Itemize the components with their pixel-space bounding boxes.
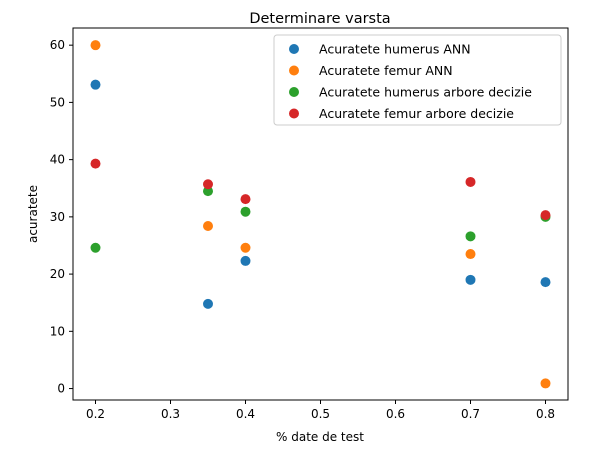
- data-point: [90, 158, 101, 169]
- data-points: [90, 40, 551, 389]
- y-tick-label: 10: [50, 324, 65, 338]
- data-point: [90, 242, 101, 253]
- legend-marker: [289, 87, 299, 97]
- y-axis: 0 10 20 30 40 50 60: [50, 38, 73, 396]
- data-point: [540, 378, 551, 389]
- data-point: [203, 221, 213, 232]
- data-point: [240, 194, 251, 205]
- x-axis: 0.2 0.3 0.4 0.5 0.6 0.7 0.8: [86, 400, 555, 421]
- data-point: [465, 231, 476, 242]
- y-tick-label: 0: [57, 382, 65, 396]
- data-point: [240, 255, 251, 266]
- y-tick-label: 60: [50, 38, 65, 52]
- legend-label: Acuratete femur ANN: [319, 63, 453, 78]
- y-tick-label: 30: [50, 210, 65, 224]
- x-tick-label: 0.8: [536, 407, 555, 421]
- legend-label: Acuratete humerus ANN: [319, 42, 471, 57]
- data-point: [465, 274, 476, 285]
- legend-marker: [289, 108, 299, 119]
- x-tick-label: 0.2: [86, 407, 105, 421]
- legend-label: Acuratete femur arbore decizie: [319, 106, 514, 121]
- x-axis-title: % date de test: [276, 430, 364, 444]
- chart-title: Determinare varsta: [249, 11, 390, 27]
- data-point: [90, 40, 101, 51]
- data-point: [465, 249, 476, 260]
- data-point: [90, 79, 101, 90]
- y-tick-label: 40: [50, 153, 65, 167]
- y-axis-title: acuratete: [26, 185, 40, 243]
- x-tick-label: 0.5: [311, 407, 330, 421]
- legend-label: Acuratete humerus arbore decizie: [319, 85, 532, 100]
- y-tick-label: 20: [50, 267, 65, 281]
- x-tick-label: 0.3: [161, 407, 180, 421]
- data-point: [465, 176, 476, 187]
- data-point: [203, 179, 213, 190]
- data-point: [240, 206, 251, 217]
- data-point: [240, 242, 251, 253]
- legend-marker: [289, 65, 299, 76]
- data-point: [203, 298, 213, 309]
- data-point: [540, 210, 551, 221]
- legend-marker: [289, 44, 299, 54]
- x-tick-label: 0.4: [236, 407, 255, 421]
- x-tick-label: 0.6: [386, 407, 405, 421]
- legend: Acuratete humerus ANN Acuratete femur ANN…: [273, 34, 562, 126]
- x-tick-label: 0.7: [461, 407, 480, 421]
- y-tick-label: 50: [50, 95, 65, 109]
- data-point: [540, 277, 551, 288]
- legend-frame: [273, 34, 562, 126]
- data-point: [203, 186, 213, 197]
